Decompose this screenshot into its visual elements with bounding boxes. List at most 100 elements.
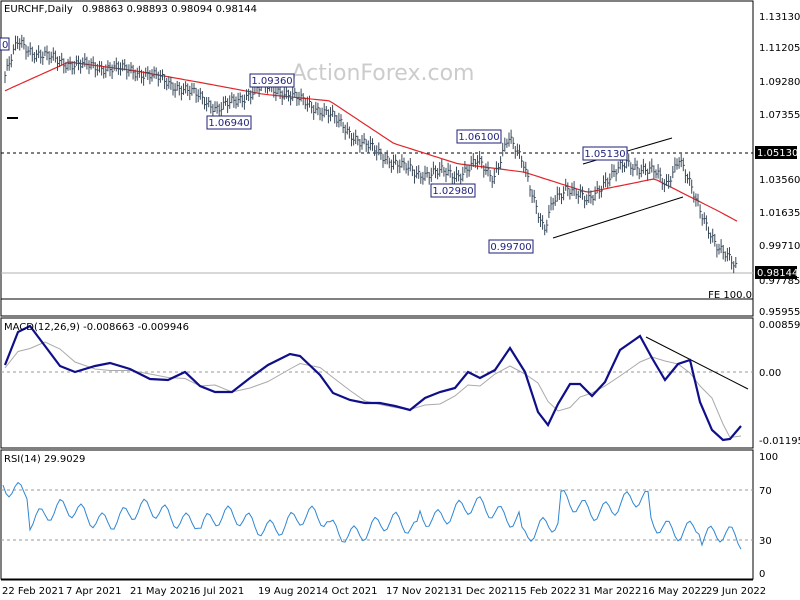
price-bar [445,167,448,183]
price-bar [479,150,482,165]
price-bar [44,46,47,57]
price-bar [462,166,465,182]
price-bar [94,62,97,78]
price-tick-4: 1.07355 [759,110,800,121]
price-bar [174,83,177,98]
price-bar [128,64,131,77]
price-label-102980: 1.02980 [430,183,476,198]
price-bar [649,161,652,174]
price-bar [598,185,601,199]
price-bar [472,152,475,167]
price-bar [684,169,687,184]
x-axis: 22 Feb 2021 7 Apr 2021 21 May 2021 6 Jul… [1,579,766,597]
price-bar [487,161,490,177]
price-bar [111,64,114,79]
price-bar [59,55,62,67]
price-bar [682,157,685,172]
price-bar [143,71,146,86]
price-bar [699,204,702,219]
price-bar [510,129,513,144]
price-bar [292,86,295,102]
price-tick-7: 1.01635 [759,208,800,219]
price-bar [75,55,78,66]
price-bar [109,62,112,77]
price-bar [296,91,299,106]
price-bar [470,155,473,171]
ohlc-values: 0.98863 0.98893 0.98094 0.98144 [82,4,257,15]
rsi-tick-0: 0 [759,569,765,580]
price-bar [162,69,164,81]
price-bar [252,86,255,100]
rsi-tick-100: 100 [759,452,778,463]
price-bar [136,67,139,81]
price-bar [36,49,38,62]
current-price-tag [755,266,797,279]
price-bar [309,95,311,108]
price-bar [426,166,429,178]
price-bar [10,54,13,68]
price-bar [670,175,673,188]
price-bar [527,169,530,182]
price-bar [680,153,683,168]
level-price-tag-text: 1.05130 [757,148,798,159]
price-bar [384,151,387,165]
price-bar [330,107,332,122]
price-bars [4,34,738,274]
price-label-106940-text: 1.06940 [208,118,249,129]
price-bar [288,89,290,102]
price-bar [241,94,244,108]
price-bar [145,67,148,77]
price-bar [605,172,608,188]
price-bar [689,171,692,186]
price-bar [12,44,15,55]
price-bar [239,92,242,104]
price-bar [367,140,370,154]
price-bar [411,165,414,177]
price-bar [73,60,76,75]
price-bar [6,58,9,71]
price-bar [651,158,654,173]
price-bar [281,90,284,105]
price-bar [556,186,559,202]
price-bar [729,247,731,261]
watermark-text: ActionForex.com [292,61,475,86]
macd-tick-zero: 0.00 [759,368,781,379]
price-bar [458,170,461,182]
price-bar [193,82,196,94]
price-bar [346,122,349,135]
price-bar [216,101,219,114]
price-bar [250,90,253,105]
price-bar [521,155,524,168]
price-bar [92,56,95,69]
price-bar [229,95,232,109]
price-bar [531,189,534,204]
price-bar [8,56,11,71]
price-bar [498,162,500,176]
price-bar [365,139,368,152]
price-tick-6: 1.03560 [759,175,800,186]
price-bar [342,121,345,134]
price-bar [582,186,584,200]
price-bar [279,86,282,99]
rsi-line [2,481,742,550]
price-bar [535,199,538,214]
price-bar [514,145,517,159]
price-bar [248,88,251,102]
price-bar [233,94,236,108]
price-bar [638,168,641,180]
price-bar [120,62,122,76]
price-bar [645,163,647,176]
price-bar [359,139,362,153]
price-bar [52,47,55,61]
price-bar [726,247,729,262]
price-bar [481,156,484,169]
price-bar [435,165,437,179]
price-bar [607,177,610,189]
price-bar [439,162,442,177]
price-bar [300,88,303,102]
price-bar [548,204,551,219]
price-bar [168,76,171,89]
price-bar [577,190,580,204]
price-bar [319,107,322,121]
